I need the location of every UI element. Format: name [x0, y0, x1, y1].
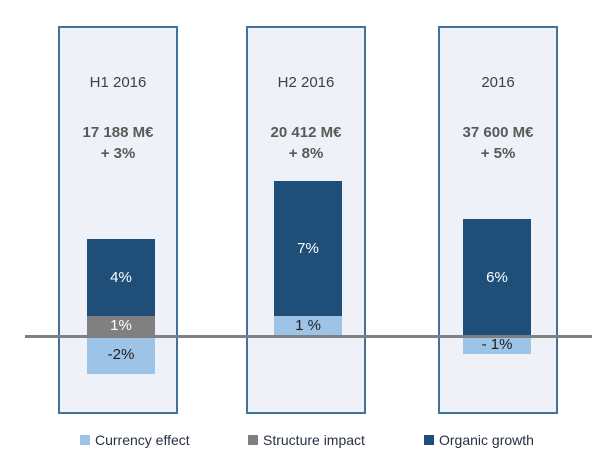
currency-effect-segment: 1 %: [274, 316, 342, 335]
organic-growth-segment: 7%: [274, 181, 342, 316]
revenue-value: 37 600 M€: [462, 124, 534, 141]
legend-item-structure-impact: Structure impact: [248, 432, 365, 448]
currency-effect-segment: - 1%: [463, 335, 531, 354]
structure-impact-swatch-icon: [248, 435, 258, 445]
zero-baseline: [25, 335, 592, 338]
structure-impact-segment: 1%: [87, 316, 155, 335]
legend-label: Currency effect: [95, 432, 190, 448]
stacked-bar-h2-2016: 7% 1 %: [274, 181, 342, 335]
panel-revenue-growth: 37 600 M€ + 5%: [440, 122, 556, 164]
stacked-bar-h1-2016: 4% 1% -2%: [87, 239, 155, 374]
currency-effect-swatch-icon: [80, 435, 90, 445]
legend-item-organic-growth: Organic growth: [424, 432, 534, 448]
organic-growth-segment: 4%: [87, 239, 155, 316]
organic-growth-swatch-icon: [424, 435, 434, 445]
revenue-value: 17 188 M€: [82, 124, 154, 141]
panel-title: 2016: [481, 74, 515, 91]
currency-effect-segment: -2%: [87, 335, 155, 374]
panel-h2-2016: H2 2016 20 412 M€ + 8%: [246, 26, 366, 414]
legend: Currency effect Structure impact Organic…: [0, 432, 600, 454]
growth-value: + 8%: [288, 145, 324, 162]
legend-label: Structure impact: [263, 432, 365, 448]
legend-item-currency-effect: Currency effect: [80, 432, 190, 448]
panel-title: H2 2016: [277, 74, 335, 91]
organic-growth-segment: 6%: [463, 219, 531, 335]
panel-title: H1 2016: [89, 74, 147, 91]
legend-label: Organic growth: [439, 432, 534, 448]
growth-value: + 3%: [100, 145, 136, 162]
panel-revenue-growth: 20 412 M€ + 8%: [248, 122, 364, 164]
growth-value: + 5%: [480, 145, 516, 162]
panel-revenue-growth: 17 188 M€ + 3%: [60, 122, 176, 164]
stacked-bar-2016: 6% - 1%: [463, 219, 531, 354]
revenue-value: 20 412 M€: [270, 124, 342, 141]
